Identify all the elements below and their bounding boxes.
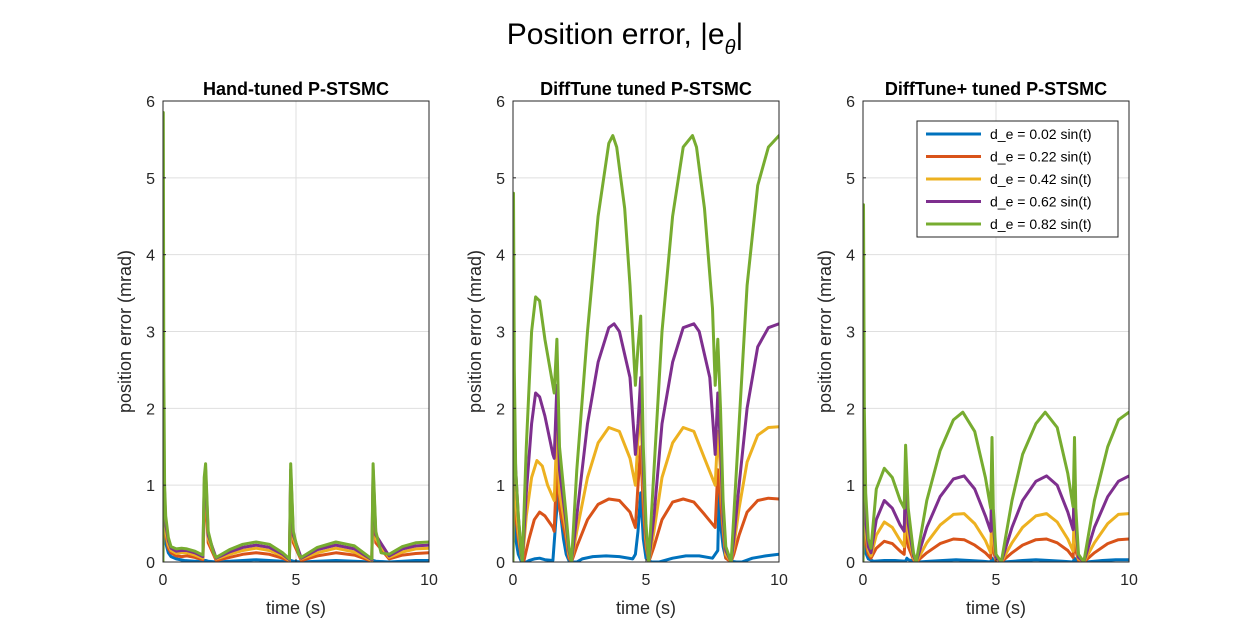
legend: d_e = 0.02 sin(t) d_e = 0.22 sin(t) d_e = … bbox=[916, 120, 1119, 238]
legend-entry: d_e = 0.62 sin(t) bbox=[990, 194, 1092, 210]
y-tick-label: 2 bbox=[146, 401, 155, 418]
series-line-5 bbox=[863, 203, 1129, 562]
x-tick-label: 0 bbox=[159, 572, 168, 589]
y-tick-label: 1 bbox=[846, 478, 855, 495]
x-tick-label: 0 bbox=[859, 572, 868, 589]
y-tick-label: 5 bbox=[146, 171, 155, 188]
series-group bbox=[513, 134, 779, 562]
y-tick-label: 3 bbox=[146, 325, 155, 342]
series-line-5 bbox=[163, 111, 429, 562]
y-tick-label: 3 bbox=[496, 325, 505, 342]
series-group bbox=[163, 111, 429, 562]
y-tick-label: 6 bbox=[496, 94, 505, 111]
y-axis-label: position error (mrad) bbox=[465, 250, 485, 413]
series-line-1 bbox=[863, 522, 1129, 562]
x-axis-label: time (s) bbox=[966, 598, 1026, 618]
y-tick-label: 6 bbox=[146, 94, 155, 111]
legend-entry: d_e = 0.82 sin(t) bbox=[990, 216, 1092, 232]
panel-title: Hand-tuned P-STSMC bbox=[203, 79, 389, 99]
panel-2: 0 5 10 0 1 2 3 4 5 6 DiffTune tuned P-STSMC time (s… bbox=[465, 79, 788, 618]
y-axis-label: position error (mrad) bbox=[815, 250, 835, 413]
panel-3: 0 5 10 0 1 2 3 4 5 6 DiffTune+ tuned P-STSMC time (… bbox=[815, 79, 1138, 618]
x-tick-label: 5 bbox=[642, 572, 651, 589]
y-tick-label: 4 bbox=[496, 248, 505, 265]
x-tick-label: 10 bbox=[420, 572, 438, 589]
series-line-1 bbox=[513, 483, 779, 562]
legend-entry: d_e = 0.02 sin(t) bbox=[990, 126, 1092, 142]
x-axis-label: time (s) bbox=[616, 598, 676, 618]
y-tick-label: 1 bbox=[146, 478, 155, 495]
y-tick-label: 3 bbox=[846, 325, 855, 342]
y-axis-label: position error (mrad) bbox=[115, 250, 135, 413]
legend-entry: d_e = 0.42 sin(t) bbox=[990, 171, 1092, 187]
y-tick-label: 2 bbox=[496, 401, 505, 418]
x-tick-label: 10 bbox=[770, 572, 788, 589]
series-line-5 bbox=[513, 134, 779, 562]
x-tick-label: 5 bbox=[992, 572, 1001, 589]
panel-title: DiffTune+ tuned P-STSMC bbox=[885, 79, 1107, 99]
y-tick-label: 6 bbox=[846, 94, 855, 111]
legend-entry: d_e = 0.22 sin(t) bbox=[990, 149, 1092, 165]
figure-title: Position error, |eθ| bbox=[507, 18, 744, 59]
y-tick-label: 0 bbox=[146, 555, 155, 572]
y-tick-label: 1 bbox=[496, 478, 505, 495]
panel-title: DiffTune tuned P-STSMC bbox=[540, 79, 752, 99]
y-tick-label: 5 bbox=[496, 171, 505, 188]
x-axis-label: time (s) bbox=[266, 598, 326, 618]
y-tick-label: 2 bbox=[846, 401, 855, 418]
panel-1: 0 5 10 0 1 2 3 4 5 6 Hand-tuned P-STSMC time (s) pos… bbox=[115, 79, 438, 618]
series-group bbox=[863, 203, 1129, 562]
y-tick-label: 0 bbox=[846, 555, 855, 572]
x-tick-label: 10 bbox=[1120, 572, 1138, 589]
x-tick-label: 5 bbox=[292, 572, 301, 589]
y-tick-label: 0 bbox=[496, 555, 505, 572]
y-tick-label: 4 bbox=[146, 248, 155, 265]
y-tick-label: 5 bbox=[846, 171, 855, 188]
y-tick-label: 4 bbox=[846, 248, 855, 265]
x-tick-label: 0 bbox=[509, 572, 518, 589]
